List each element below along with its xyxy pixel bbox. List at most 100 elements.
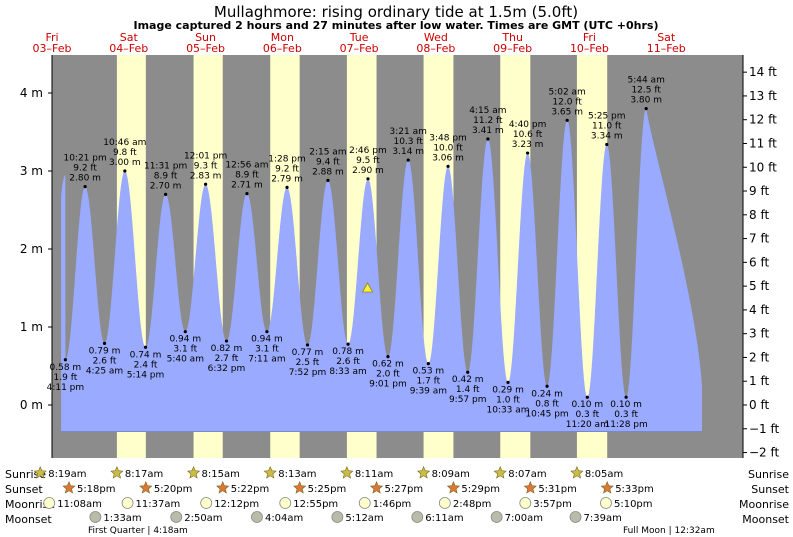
- extreme-marker-22: [506, 380, 510, 384]
- extreme-label-2-1: 2.6 ft: [93, 356, 117, 366]
- moonrise-time-6: 3:57pm: [533, 499, 572, 510]
- sunset-icon-6: [523, 481, 537, 494]
- extreme-label-16-1: 2.0 ft: [376, 370, 400, 380]
- y-left-label-0: 0 m: [20, 398, 43, 412]
- extreme-label-7-1: 9.3 ft: [194, 161, 218, 171]
- sunrise-icon-3: [263, 466, 277, 479]
- moonset-time-2: 4:04am: [265, 513, 303, 524]
- extreme-marker-0: [63, 358, 67, 362]
- moonrise-time-7: 5:10pm: [614, 499, 653, 510]
- extreme-label-13-2: 2.88 m: [312, 167, 344, 177]
- extreme-label-22-1: 1.0 ft: [496, 395, 520, 405]
- extreme-label-6-0: 0.94 m: [169, 335, 201, 345]
- extreme-label-4-0: 0.74 m: [130, 350, 162, 360]
- extreme-label-26-1: 0.3 ft: [575, 410, 599, 420]
- extreme-label-20-2: 9:57 pm: [449, 395, 487, 405]
- extreme-label-18-0: 0.53 m: [413, 367, 445, 377]
- extreme-label-12-0: 0.77 m: [292, 348, 324, 358]
- y-right-label-15: 13 ft: [749, 89, 777, 103]
- day-name-6: Thu: [501, 31, 523, 44]
- extreme-label-1-1: 9.2 ft: [73, 164, 97, 174]
- sunrise-time-1: 8:17am: [125, 469, 163, 480]
- moonrise-row-label-right: Moonrise: [739, 498, 789, 511]
- extreme-label-21-2: 3.41 m: [472, 126, 504, 136]
- extreme-label-27-1: 11.0 ft: [592, 121, 622, 131]
- extreme-label-17-1: 10.3 ft: [393, 137, 423, 147]
- extreme-label-19-0: 3:48 pm: [429, 133, 467, 143]
- y-right-label-10: 8 ft: [749, 208, 769, 222]
- extreme-label-20-0: 0.42 m: [452, 375, 484, 385]
- day-date-5: 08–Feb: [416, 42, 455, 55]
- extreme-marker-8: [224, 339, 229, 343]
- extreme-marker-3: [123, 169, 127, 173]
- sunset-row-label-right: Sunset: [751, 483, 789, 496]
- sunset-icon-1: [139, 481, 153, 494]
- extreme-label-12-2: 7:52 pm: [289, 368, 327, 378]
- y-right-label-1: −1 ft: [749, 422, 780, 436]
- y-right-label-6: 4 ft: [749, 303, 769, 317]
- extreme-label-29-0: 5:44 am: [627, 76, 664, 86]
- moonrise-time-5: 2:48pm: [453, 499, 492, 510]
- extreme-label-14-2: 8:33 am: [329, 367, 366, 377]
- extreme-label-11-0: 1:28 pm: [268, 154, 306, 164]
- day-name-4: Tue: [349, 31, 369, 44]
- extreme-marker-7: [204, 182, 208, 186]
- moonrise-icon-7: [600, 497, 612, 509]
- extreme-label-19-2: 3.06 m: [432, 153, 464, 163]
- day-date-0: 03–Feb: [33, 42, 72, 55]
- moonset-icon-2: [251, 511, 263, 523]
- day-date-4: 07–Feb: [340, 42, 379, 55]
- moonset-row-label-right: Moonset: [742, 513, 789, 526]
- current-tide-marker: [361, 282, 374, 293]
- extreme-label-6-2: 5:40 am: [167, 355, 204, 365]
- extreme-label-24-0: 0.24 m: [531, 389, 563, 399]
- extreme-marker-4: [143, 345, 148, 349]
- sunrise-icon-5: [416, 466, 431, 479]
- moonset-icon-5: [490, 511, 503, 523]
- astro-table: Sunrise Sunset Moonrise Moonset Sunrise …: [5, 466, 790, 536]
- y-right-label-11: 9 ft: [749, 184, 769, 198]
- moonset-icon-4: [411, 511, 424, 523]
- moonrise-time-2: 12:12pm: [214, 499, 259, 510]
- moonset-icon-1: [170, 511, 183, 523]
- extreme-label-16-0: 0.62 m: [372, 360, 404, 370]
- sunrise-time-3: 8:13am: [278, 469, 316, 480]
- extreme-marker-12: [305, 343, 310, 347]
- sunrise-icon-1: [110, 466, 124, 479]
- extreme-label-24-2: 10:45 pm: [525, 409, 568, 419]
- extreme-label-0-2: 4:11 pm: [47, 383, 85, 393]
- extreme-label-7-0: 12:01 pm: [184, 151, 227, 161]
- extreme-marker-16: [386, 355, 390, 359]
- y-axis-right: −2 ft −1 ft 0 ft 1 ft 2 ft 3 ft 4 ft 5 ft 6 ft 7 …: [742, 55, 780, 460]
- extreme-marker-6: [183, 330, 187, 334]
- day-date-3: 06–Feb: [263, 42, 302, 55]
- y-left-label-1: 1 m: [20, 320, 43, 334]
- tide-curve-area: [61, 108, 703, 432]
- extreme-label-10-2: 7:11 am: [248, 355, 285, 365]
- y-right-label-7: 5 ft: [749, 279, 769, 293]
- extreme-label-10-1: 3.1 ft: [255, 345, 279, 355]
- sunset-icon-7: [600, 481, 614, 494]
- extreme-label-12-1: 2.5 ft: [296, 358, 320, 368]
- extreme-label-17-2: 3.14 m: [392, 147, 424, 157]
- y-right-label-0: −2 ft: [749, 446, 780, 460]
- extreme-label-20-1: 1.4 ft: [456, 385, 480, 395]
- y-left-label-2: 2 m: [20, 242, 43, 256]
- sunrise-time-2: 8:15am: [202, 469, 240, 480]
- day-name-1: Sat: [120, 31, 139, 44]
- chart-title: Mullaghmore: rising ordinary tide at 1.5…: [214, 3, 578, 21]
- moonrise-row-label-left: Moonrise: [5, 498, 55, 511]
- moonset-time-3: 5:12am: [345, 513, 383, 524]
- extreme-label-2-2: 4:25 am: [86, 366, 123, 376]
- extreme-marker-24: [545, 384, 549, 388]
- y-right-label-3: 1 ft: [749, 374, 769, 388]
- extreme-label-28-0: 0.10 m: [610, 400, 642, 410]
- moonset-time-4: 6:11am: [425, 513, 463, 524]
- sunset-time-7: 5:33pm: [615, 484, 654, 495]
- extreme-marker-13: [326, 178, 330, 182]
- extreme-label-6-1: 3.1 ft: [173, 345, 197, 355]
- y-right-label-12: 10 ft: [749, 160, 777, 174]
- extreme-label-17-0: 3:21 am: [390, 127, 427, 137]
